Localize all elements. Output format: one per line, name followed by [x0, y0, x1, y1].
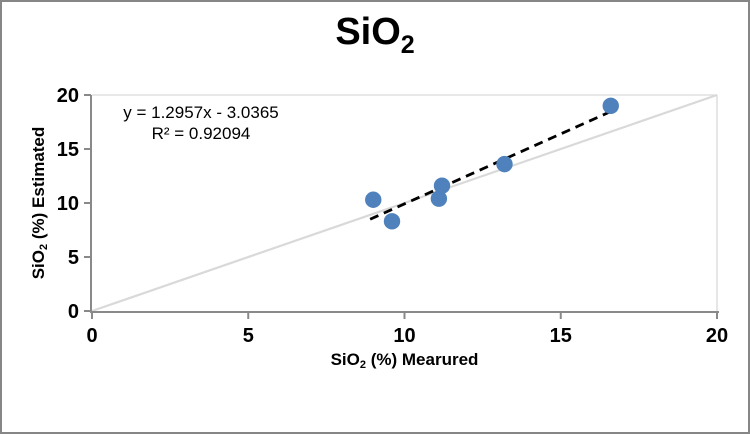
chart-title-subscript: 2: [400, 31, 415, 59]
x-axis-title-rest: (%) Mearured: [366, 350, 479, 369]
y-axis-title-rest: (%) Estimated: [29, 126, 48, 244]
y-tick-label: 5: [68, 247, 79, 269]
chart-title-text: SiO: [335, 11, 401, 53]
r-squared-text: R² = 0.92094: [151, 124, 251, 143]
x-axis-title: SiO2 (%) Mearured: [92, 350, 717, 371]
x-tick-label: 0: [86, 325, 97, 347]
trendline: [369, 110, 612, 221]
data-point: [433, 177, 451, 194]
y-tick-label: 10: [57, 193, 79, 215]
trendline-annotation: y = 1.2957x - 3.0365 R² = 0.92094: [79, 102, 323, 144]
data-point: [365, 191, 382, 208]
data-point: [496, 155, 513, 173]
data-point: [602, 97, 619, 115]
x-tick-label: 5: [243, 325, 254, 347]
trendline-equation-text: y = 1.2957x - 3.0365: [123, 103, 279, 122]
x-tick-label: 15: [550, 325, 572, 347]
chart-title: SiO2: [2, 10, 748, 58]
y-tick-label: 20: [57, 85, 79, 107]
y-tick-label: 0: [68, 301, 79, 323]
x-tick-label: 20: [706, 325, 728, 347]
data-point: [383, 213, 401, 230]
x-tick-label: 10: [393, 325, 415, 347]
y-axis-title-text: SiO: [29, 249, 48, 280]
x-axis-title-subscript: 2: [359, 359, 366, 371]
y-tick-label: 15: [57, 139, 79, 161]
x-axis-title-text: SiO: [330, 350, 360, 369]
data-point: [430, 190, 448, 207]
y-axis-title: SiO2 (%) Estimated: [29, 95, 51, 311]
y-axis-title-subscript: 2: [38, 243, 50, 250]
